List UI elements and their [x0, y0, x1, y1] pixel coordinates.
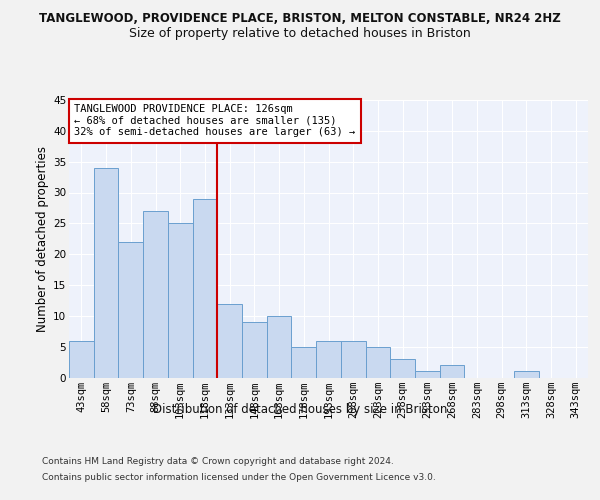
Bar	[193, 198, 217, 378]
Bar	[267, 316, 292, 378]
Bar	[217, 304, 242, 378]
Bar	[242, 322, 267, 378]
Text: TANGLEWOOD PROVIDENCE PLACE: 126sqm
← 68% of detached houses are smaller (135)
3: TANGLEWOOD PROVIDENCE PLACE: 126sqm ← 68…	[74, 104, 355, 138]
Bar	[69, 340, 94, 378]
Bar	[341, 340, 365, 378]
Text: TANGLEWOOD, PROVIDENCE PLACE, BRISTON, MELTON CONSTABLE, NR24 2HZ: TANGLEWOOD, PROVIDENCE PLACE, BRISTON, M…	[39, 12, 561, 26]
Bar	[316, 340, 341, 378]
Bar	[440, 365, 464, 378]
Bar	[292, 346, 316, 378]
Bar	[94, 168, 118, 378]
Text: Contains public sector information licensed under the Open Government Licence v3: Contains public sector information licen…	[42, 472, 436, 482]
Bar	[118, 242, 143, 378]
Y-axis label: Number of detached properties: Number of detached properties	[36, 146, 49, 332]
Text: Size of property relative to detached houses in Briston: Size of property relative to detached ho…	[129, 28, 471, 40]
Bar	[143, 211, 168, 378]
Bar	[168, 224, 193, 378]
Text: Distribution of detached houses by size in Briston: Distribution of detached houses by size …	[153, 402, 447, 415]
Bar	[415, 372, 440, 378]
Bar	[365, 346, 390, 378]
Bar	[514, 372, 539, 378]
Bar	[390, 359, 415, 378]
Text: Contains HM Land Registry data © Crown copyright and database right 2024.: Contains HM Land Registry data © Crown c…	[42, 458, 394, 466]
